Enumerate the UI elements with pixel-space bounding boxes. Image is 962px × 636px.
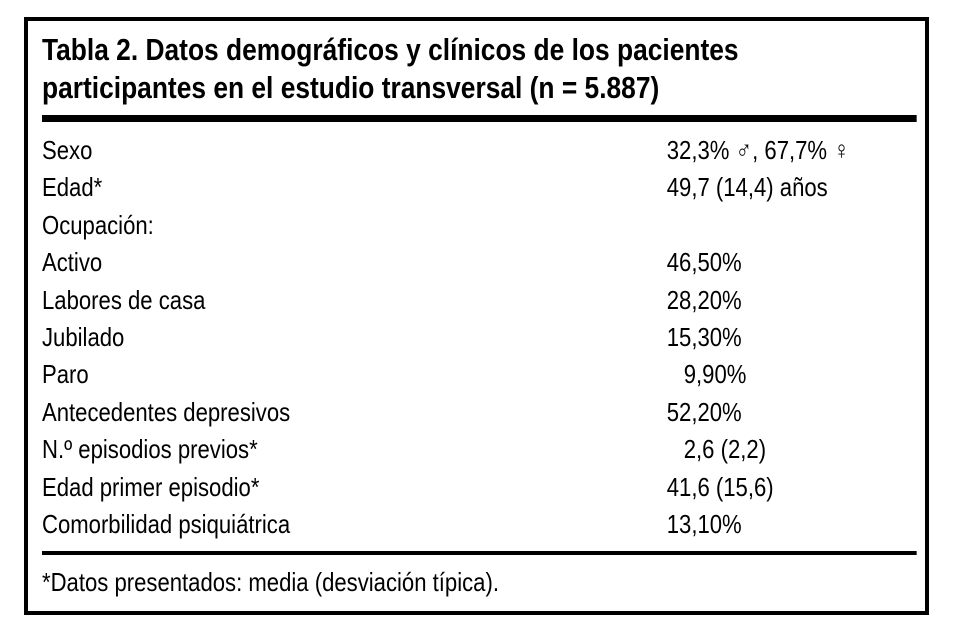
table-body: Sexo 32,3% ♂, 67,7% ♀ Edad* 49,7 (14,4) … bbox=[42, 132, 917, 543]
row-value: 32,3% ♂, 67,7% ♀ bbox=[666, 135, 850, 165]
row-label: Antecedentes depresivos bbox=[42, 396, 291, 427]
row-value: 28,20% bbox=[666, 284, 742, 315]
table-title-line1: Tabla 2. Datos demográficos y clínicos d… bbox=[42, 32, 739, 67]
table-row-ocupacion: Ocupación: bbox=[42, 207, 917, 244]
table-row-labores-de-casa: Labores de casa 28,20% bbox=[42, 282, 917, 319]
row-label: Activo bbox=[42, 247, 103, 278]
row-label: Ocupación: bbox=[42, 209, 154, 240]
row-value: 13,10% bbox=[666, 508, 742, 539]
table-row-antecedentes-depresivos: Antecedentes depresivos 52,20% bbox=[42, 394, 917, 431]
row-label: Comorbilidad psiquiátrica bbox=[42, 508, 291, 539]
row-value: 15,30% bbox=[666, 321, 742, 352]
table-row-sexo: Sexo 32,3% ♂, 67,7% ♀ bbox=[42, 132, 917, 169]
row-value: 52,20% bbox=[666, 396, 742, 427]
header-rule bbox=[42, 115, 917, 122]
table-title-line2: participantes en el estudio transversal … bbox=[42, 70, 660, 105]
table-frame: Tabla 2. Datos demográficos y clínicos d… bbox=[24, 17, 929, 615]
row-value: 2,6 (2,2) bbox=[683, 434, 767, 465]
row-value: 9,90% bbox=[683, 359, 747, 390]
table-row-edad: Edad* 49,7 (14,4) años bbox=[42, 169, 917, 206]
row-value: 49,7 (14,4) años bbox=[666, 172, 828, 203]
row-label: Edad* bbox=[42, 172, 103, 203]
footnote-rule bbox=[42, 551, 917, 556]
row-label: Jubilado bbox=[42, 321, 125, 352]
row-label: Edad primer episodio* bbox=[42, 471, 260, 502]
row-label: Sexo bbox=[42, 135, 93, 165]
table-row-edad-primer-episodio: Edad primer episodio* 41,6 (15,6) bbox=[42, 469, 917, 506]
row-label: Paro bbox=[42, 359, 89, 390]
table-row-activo: Activo 46,50% bbox=[42, 244, 917, 281]
table-footnote: *Datos presentados: media (desviación tí… bbox=[42, 567, 499, 598]
table-row-comorbilidad-psiquiatrica: Comorbilidad psiquiátrica 13,10% bbox=[42, 506, 917, 543]
table-row-jubilado: Jubilado 15,30% bbox=[42, 319, 917, 356]
table-title: Tabla 2. Datos demográficos y clínicos d… bbox=[42, 31, 917, 107]
row-label: Labores de casa bbox=[42, 284, 206, 315]
table-row-paro: Paro 9,90% bbox=[42, 356, 917, 393]
table-row-episodios-previos: N.º episodios previos* 2,6 (2,2) bbox=[42, 431, 917, 468]
row-value: 41,6 (15,6) bbox=[666, 471, 774, 502]
table-content: Tabla 2. Datos demográficos y clínicos d… bbox=[42, 21, 917, 602]
row-value: 46,50% bbox=[666, 247, 742, 278]
row-label: N.º episodios previos* bbox=[42, 434, 258, 465]
